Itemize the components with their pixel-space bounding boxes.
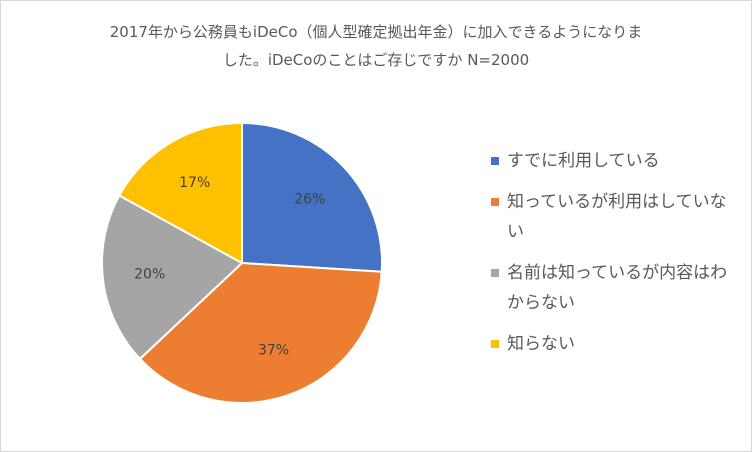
pie-slice-already-using xyxy=(241,122,383,273)
legend-item-already-using: すでに利用している xyxy=(491,146,741,176)
legend-swatch-already-using xyxy=(491,157,499,165)
legend-label-dont-know: 知らない xyxy=(507,334,575,354)
legend-label-already-using: すでに利用している xyxy=(507,151,660,171)
legend-swatch-dont-know xyxy=(491,340,499,348)
data-label-dont-know: 17% xyxy=(179,175,210,191)
chart-title: 2017年から公務員もiDeCo（個人型確定拠出年金）に加入できるようになりま … xyxy=(0,18,752,74)
legend: すでに利用している 知っているが利用はしていない 名前は知っているが内容はわから… xyxy=(491,146,741,359)
pie-slice-name-only xyxy=(101,194,243,360)
legend-swatch-name-only xyxy=(491,269,499,277)
pie-slice-dont-know xyxy=(118,122,243,264)
legend-label-name-only: 名前は知っているが内容はわからない xyxy=(507,263,728,313)
data-label-already-using: 26% xyxy=(294,191,325,207)
chart-title-line-2: した。iDeCoのことはご存じですか N=2000 xyxy=(222,51,530,69)
legend-label-know-not-using: 知っているが利用はしていない xyxy=(507,192,727,242)
chart-title-line-1: 2017年から公務員もiDeCo（個人型確定拠出年金）に加入できるようになりま xyxy=(109,23,643,41)
pie-slice-know-not-using xyxy=(138,262,383,405)
data-label-know-not-using: 37% xyxy=(258,343,289,359)
legend-item-name-only: 名前は知っているが内容はわからない xyxy=(491,258,741,318)
legend-swatch-know-not-using xyxy=(491,198,499,206)
legend-item-dont-know: 知らない xyxy=(491,329,741,359)
data-label-name-only: 20% xyxy=(134,267,165,283)
legend-item-know-not-using: 知っているが利用はしていない xyxy=(491,187,741,247)
